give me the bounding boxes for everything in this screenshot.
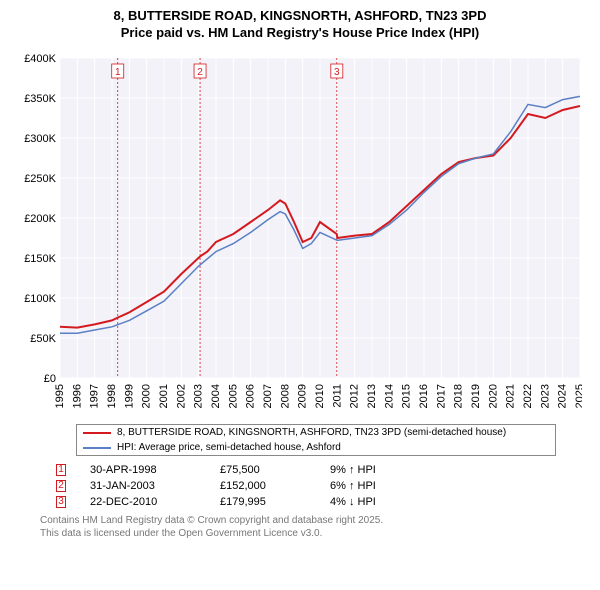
x-axis-label: 2025 <box>574 384 582 408</box>
sale-row-marker: 1 <box>56 464 66 476</box>
x-axis-label: 2011 <box>331 384 343 408</box>
legend: 8, BUTTERSIDE ROAD, KINGSNORTH, ASHFORD,… <box>76 424 556 456</box>
x-axis-label: 2012 <box>349 384 361 408</box>
x-axis-label: 2013 <box>366 384 378 408</box>
x-axis-label: 2015 <box>401 384 413 408</box>
x-axis-label: 2007 <box>262 384 274 408</box>
chart-svg: £0 £50K £100K £150K £200K £250K £300K £350K £400… <box>12 48 582 418</box>
sale-marker-number: 2 <box>197 67 203 78</box>
x-axis-label: 2006 <box>245 384 257 408</box>
x-axis-label: 2016 <box>418 384 430 408</box>
x-axis-label: 2021 <box>505 384 517 408</box>
sale-row-hpi: 4% ↓ HPI <box>330 496 430 508</box>
sale-row-date: 31-JAN-2003 <box>90 480 220 492</box>
sale-row-hpi: 6% ↑ HPI <box>330 480 430 492</box>
sale-marker-number: 3 <box>334 67 340 78</box>
x-axis-label: 1997 <box>89 384 101 408</box>
footer-line-1: Contains HM Land Registry data © Crown c… <box>40 514 584 527</box>
x-axis-label: 1996 <box>71 384 83 408</box>
sale-row-date: 30-APR-1998 <box>90 464 220 476</box>
title-line-2: Price paid vs. HM Land Registry's House … <box>16 25 584 40</box>
y-axis-label: £100K <box>24 293 56 305</box>
sale-row-marker: 2 <box>56 480 66 492</box>
footer: Contains HM Land Registry data © Crown c… <box>40 514 584 540</box>
x-axis-label: 2008 <box>279 384 291 408</box>
legend-label: 8, BUTTERSIDE ROAD, KINGSNORTH, ASHFORD,… <box>117 427 506 438</box>
y-axis-label: £0 <box>44 373 56 385</box>
y-axis-label: £50K <box>30 333 56 345</box>
sale-row-price: £152,000 <box>220 480 330 492</box>
y-axis-label: £300K <box>24 133 56 145</box>
x-axis-label: 1995 <box>54 384 66 408</box>
x-axis-label: 2004 <box>210 384 222 408</box>
sale-row-marker: 3 <box>56 496 66 508</box>
chart-area: £0 £50K £100K £150K £200K £250K £300K £350K £400… <box>12 48 582 418</box>
x-axis-label: 2001 <box>158 384 170 408</box>
x-axis-label: 2000 <box>141 384 153 408</box>
sale-marker-number: 1 <box>115 67 121 78</box>
sales-table: 1 30-APR-1998£75,5009% ↑ HPI 2 31-JAN-2003£… <box>56 464 584 508</box>
footer-line-2: This data is licensed under the Open Gov… <box>40 527 584 540</box>
legend-swatch <box>83 447 111 449</box>
legend-label: HPI: Average price, semi-detached house,… <box>117 442 341 453</box>
x-axis-label: 2023 <box>539 384 551 408</box>
x-axis-label: 2018 <box>453 384 465 408</box>
x-axis-label: 2024 <box>557 384 569 408</box>
chart-container: 8, BUTTERSIDE ROAD, KINGSNORTH, ASHFORD,… <box>0 0 600 548</box>
y-axis-label: £200K <box>24 213 56 225</box>
y-axis-label: £250K <box>24 173 56 185</box>
x-axis-label: 2009 <box>297 384 309 408</box>
x-axis-label: 1999 <box>123 384 135 408</box>
x-axis-label: 2017 <box>435 384 447 408</box>
title-line-1: 8, BUTTERSIDE ROAD, KINGSNORTH, ASHFORD,… <box>16 8 584 23</box>
y-axis-label: £150K <box>24 253 56 265</box>
x-axis-label: 2010 <box>314 384 326 408</box>
y-axis-label: £400K <box>24 53 56 65</box>
x-axis-label: 2014 <box>383 384 395 408</box>
sale-row-date: 22-DEC-2010 <box>90 496 220 508</box>
x-axis-label: 2005 <box>227 384 239 408</box>
x-axis-label: 2020 <box>487 384 499 408</box>
sale-row-price: £75,500 <box>220 464 330 476</box>
sale-row: 3 22-DEC-2010£179,9954% ↓ HPI <box>56 496 584 508</box>
x-axis-label: 2019 <box>470 384 482 408</box>
x-axis-label: 2002 <box>175 384 187 408</box>
x-axis-label: 2003 <box>193 384 205 408</box>
sale-row: 1 30-APR-1998£75,5009% ↑ HPI <box>56 464 584 476</box>
x-axis-label: 2022 <box>522 384 534 408</box>
y-axis-label: £350K <box>24 93 56 105</box>
sale-row: 2 31-JAN-2003£152,0006% ↑ HPI <box>56 480 584 492</box>
sale-row-hpi: 9% ↑ HPI <box>330 464 430 476</box>
legend-row: 8, BUTTERSIDE ROAD, KINGSNORTH, ASHFORD,… <box>77 425 555 440</box>
sale-row-price: £179,995 <box>220 496 330 508</box>
legend-swatch <box>83 432 111 434</box>
x-axis-label: 1998 <box>106 384 118 408</box>
legend-row: HPI: Average price, semi-detached house,… <box>77 440 555 455</box>
